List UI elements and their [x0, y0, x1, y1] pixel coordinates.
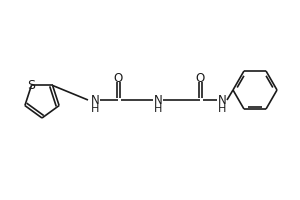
Text: S: S	[27, 79, 35, 92]
Text: O: O	[195, 72, 205, 84]
Text: N: N	[91, 94, 99, 106]
Text: H: H	[218, 104, 226, 114]
Text: N: N	[218, 94, 226, 106]
Text: H: H	[91, 104, 99, 114]
Text: O: O	[113, 72, 123, 84]
Text: H: H	[154, 104, 162, 114]
Text: N: N	[154, 94, 162, 106]
